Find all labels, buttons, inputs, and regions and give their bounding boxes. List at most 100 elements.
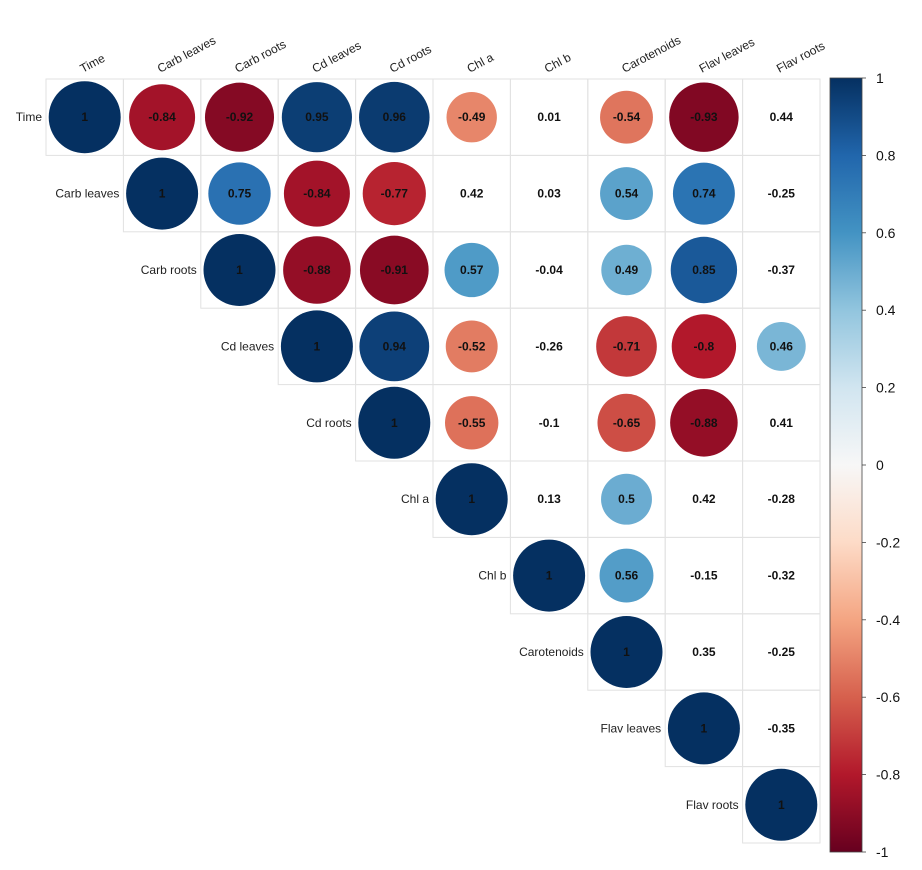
value-time-cd-roots: 0.96 bbox=[383, 110, 407, 124]
value-chl-a-flav-leaves: 0.42 bbox=[692, 492, 716, 506]
value-chl-b-chl-b: 1 bbox=[546, 569, 553, 583]
value-carb-roots-carotenoids: 0.49 bbox=[615, 263, 639, 277]
value-carb-leaves-chl-b: 0.03 bbox=[537, 187, 561, 201]
row-label-chl-b: Chl b bbox=[478, 569, 506, 583]
col-label-flav-roots: Flav roots bbox=[774, 39, 827, 76]
circle-chl-a-chl-a bbox=[435, 463, 508, 536]
value-cd-roots-chl-b: -0.1 bbox=[539, 416, 560, 430]
circle-cd-roots-carotenoids bbox=[597, 393, 656, 452]
col-label-chl-a: Chl a bbox=[465, 50, 497, 76]
value-carb-leaves-flav-roots: -0.25 bbox=[768, 187, 796, 201]
value-cd-leaves-chl-b: -0.26 bbox=[535, 339, 563, 353]
circle-cd-roots-chl-a bbox=[445, 396, 499, 450]
value-carb-leaves-carotenoids: 0.54 bbox=[615, 187, 639, 201]
value-chl-b-flav-leaves: -0.15 bbox=[690, 569, 718, 583]
row-label-flav-roots: Flav roots bbox=[686, 798, 739, 812]
circle-chl-a-carotenoids bbox=[601, 473, 652, 525]
row-label-carb-roots: Carb roots bbox=[141, 263, 197, 277]
value-cd-roots-chl-a: -0.55 bbox=[458, 416, 486, 430]
col-label-carb-roots: Carb roots bbox=[232, 37, 288, 76]
circle-layer bbox=[48, 81, 818, 841]
value-carb-leaves-chl-a: 0.42 bbox=[460, 187, 484, 201]
circle-carb-leaves-cd-roots bbox=[362, 162, 426, 226]
circle-chl-b-carotenoids bbox=[599, 548, 654, 603]
value-time-chl-b: 0.01 bbox=[537, 110, 561, 124]
circle-carb-leaves-carb-leaves bbox=[126, 157, 199, 230]
value-cd-roots-flav-leaves: -0.88 bbox=[690, 416, 718, 430]
value-carb-roots-cd-leaves: -0.88 bbox=[303, 263, 331, 277]
circle-carb-leaves-cd-leaves bbox=[283, 160, 350, 227]
circle-cd-leaves-flav-roots bbox=[756, 321, 806, 371]
value-carb-roots-carb-roots: 1 bbox=[236, 263, 243, 277]
value-chl-a-chl-b: 0.13 bbox=[537, 492, 561, 506]
value-carb-leaves-cd-leaves: -0.84 bbox=[303, 187, 331, 201]
colorbar-tick-label-7: -0.4 bbox=[876, 612, 900, 628]
circle-time-chl-a bbox=[446, 92, 497, 143]
value-flav-leaves-flav-roots: -0.35 bbox=[768, 721, 796, 735]
value-time-carb-leaves: -0.84 bbox=[148, 110, 176, 124]
circle-time-carb-leaves bbox=[129, 84, 196, 151]
circle-cd-leaves-flav-leaves bbox=[671, 314, 737, 379]
colorbar-tick-label-2: 0.6 bbox=[876, 225, 896, 241]
colorbar-tick-label-1: 0.8 bbox=[876, 147, 896, 163]
value-carb-leaves-flav-leaves: 0.74 bbox=[692, 187, 716, 201]
value-cd-roots-flav-roots: 0.41 bbox=[770, 416, 794, 430]
value-cd-leaves-flav-roots: 0.46 bbox=[770, 339, 794, 353]
circle-carb-roots-flav-leaves bbox=[670, 236, 738, 304]
row-label-time: Time bbox=[16, 110, 43, 124]
cell-flav-roots-flav-roots bbox=[742, 766, 821, 844]
value-cd-leaves-chl-a: -0.52 bbox=[458, 339, 486, 353]
column-labels: Time Carb leaves Carb roots Cd leaves Cd roo… bbox=[78, 33, 828, 76]
circle-chl-b-chl-b bbox=[513, 539, 586, 612]
value-carotenoids-flav-roots: -0.25 bbox=[768, 645, 796, 659]
value-cd-roots-cd-roots: 1 bbox=[391, 416, 398, 430]
colorbar-tick-label-4: 0.2 bbox=[876, 380, 896, 396]
value-flav-leaves-flav-leaves: 1 bbox=[701, 721, 708, 735]
colorbar-tick-label-5: 0 bbox=[876, 457, 884, 473]
colorbar-gradient bbox=[829, 77, 863, 853]
value-time-chl-a: -0.49 bbox=[458, 110, 486, 124]
circle-time-carb-roots bbox=[204, 82, 275, 152]
colorbar-tick-label-10: -1 bbox=[876, 844, 889, 860]
value-carb-roots-chl-a: 0.57 bbox=[460, 263, 484, 277]
row-label-cd-leaves: Cd leaves bbox=[221, 339, 274, 353]
col-label-carotenoids: Carotenoids bbox=[619, 33, 683, 76]
circle-carb-roots-carb-roots bbox=[203, 234, 276, 306]
circle-carotenoids-carotenoids bbox=[590, 616, 663, 688]
row-label-carotenoids: Carotenoids bbox=[519, 645, 584, 659]
value-time-cd-leaves: 0.95 bbox=[305, 110, 329, 124]
circle-carb-roots-chl-a bbox=[444, 242, 499, 298]
grid-layer bbox=[45, 78, 821, 844]
value-chl-a-carotenoids: 0.5 bbox=[618, 492, 635, 506]
value-carotenoids-flav-leaves: 0.35 bbox=[692, 645, 716, 659]
circle-time-flav-leaves bbox=[669, 82, 739, 152]
col-label-flav-leaves: Flav leaves bbox=[697, 35, 757, 76]
circle-time-cd-roots bbox=[359, 81, 430, 153]
value-carb-roots-flav-roots: -0.37 bbox=[768, 263, 796, 277]
circle-cd-roots-flav-leaves bbox=[670, 389, 738, 457]
col-label-cd-leaves: Cd leaves bbox=[310, 38, 364, 75]
colorbar: 1 0.8 0.6 0.4 0.2 0 -0.2 -0.4 -0.6 -0.8 -1 bbox=[829, 70, 900, 860]
value-carb-roots-flav-leaves: 0.85 bbox=[692, 263, 716, 277]
value-carb-leaves-carb-roots: 0.75 bbox=[228, 187, 252, 201]
circle-carb-roots-carotenoids bbox=[601, 244, 652, 296]
colorbar-tick-label-0: 1 bbox=[876, 70, 884, 86]
value-layer: 1 -0.84 -0.92 0.95 0.96 -0.49 0.01 -0.54 -0.93 0.… bbox=[81, 110, 795, 812]
col-label-cd-roots: Cd roots bbox=[387, 42, 434, 76]
row-label-cd-roots: Cd roots bbox=[306, 416, 351, 430]
value-time-time: 1 bbox=[81, 110, 88, 124]
colorbar-tick-label-6: -0.2 bbox=[876, 534, 900, 550]
value-carb-roots-cd-roots: -0.91 bbox=[381, 263, 409, 277]
value-cd-leaves-cd-roots: 0.94 bbox=[383, 339, 407, 353]
circle-carb-roots-cd-roots bbox=[359, 235, 429, 305]
circle-cd-leaves-cd-roots bbox=[359, 311, 430, 382]
value-time-flav-leaves: -0.93 bbox=[690, 110, 718, 124]
value-cd-leaves-carotenoids: -0.71 bbox=[613, 339, 641, 353]
col-label-time: Time bbox=[78, 51, 108, 76]
value-time-flav-roots: 0.44 bbox=[770, 110, 794, 124]
value-chl-a-chl-a: 1 bbox=[468, 492, 475, 506]
value-cd-leaves-flav-leaves: -0.8 bbox=[694, 339, 715, 353]
value-cd-roots-carotenoids: -0.65 bbox=[613, 416, 641, 430]
circle-cd-leaves-carotenoids bbox=[596, 316, 657, 377]
